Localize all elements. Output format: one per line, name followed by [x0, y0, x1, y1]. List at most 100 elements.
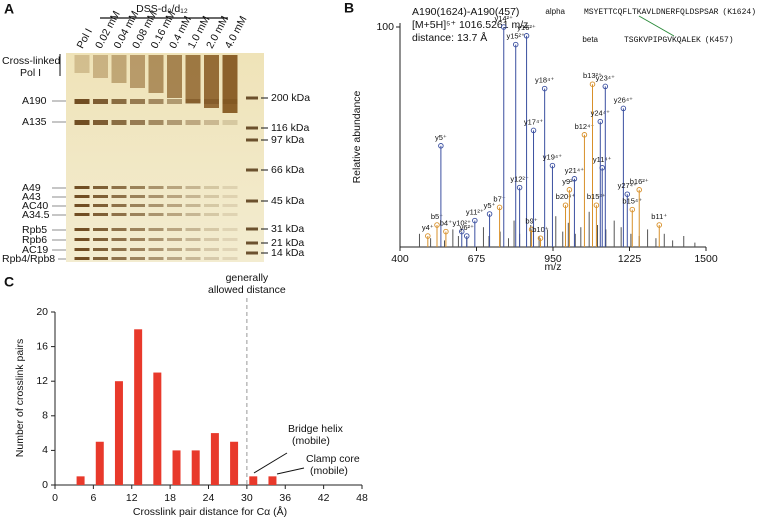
band: [185, 195, 201, 198]
threshold-label: allowed distance: [208, 284, 286, 296]
peak-label: b10⁺: [532, 225, 549, 234]
peak-label: y14²⁺: [494, 14, 513, 23]
y-tick-label: 12: [36, 375, 48, 387]
peak-label: b13²⁺: [583, 71, 602, 80]
peak-label: y18⁴⁺: [535, 76, 554, 85]
band: [167, 248, 182, 251]
annotation: (mobile): [310, 465, 348, 477]
x-tick-label: 30: [241, 492, 253, 504]
x-tick-label: 6: [90, 492, 96, 504]
sequence: TSGKVPIPGVKQALEK: [624, 36, 701, 45]
y-axis-title: Number of crosslink pairs: [14, 339, 26, 457]
peak-marker: [459, 228, 465, 235]
peak-marker: [523, 33, 530, 39]
x-tick-label: 42: [318, 492, 330, 504]
peak-label: b9⁺: [525, 216, 537, 225]
peak-marker: [541, 85, 548, 92]
peak-marker: [549, 162, 556, 169]
panel-letter: C: [4, 274, 14, 290]
x-tick-label: 36: [279, 492, 291, 504]
peak-label: y11²⁺: [466, 208, 484, 217]
bar: [153, 372, 162, 485]
marker-band: [246, 138, 258, 142]
band: [167, 228, 182, 231]
x-tick-label: 0: [52, 492, 58, 504]
band: [93, 238, 108, 241]
band: [111, 99, 127, 104]
smear: [130, 55, 145, 88]
peak-label: b4⁺: [440, 219, 452, 228]
peak-marker: [434, 222, 440, 228]
band: [93, 186, 108, 189]
peak-label: y19⁴⁺: [543, 153, 562, 162]
peak-marker: [530, 127, 537, 134]
peak-marker: [636, 187, 642, 193]
band: [111, 213, 127, 216]
panel-letter: B: [344, 0, 354, 16]
sequence-site: (K457): [705, 36, 734, 45]
band: [74, 204, 90, 207]
marker-band: [246, 199, 258, 203]
band: [167, 238, 182, 241]
bar: [95, 441, 104, 485]
band: [222, 248, 238, 251]
bar: [134, 329, 143, 485]
band: [167, 195, 182, 198]
protein-label: Rpb6: [22, 234, 47, 246]
peak-marker: [599, 165, 605, 171]
peak-marker: [472, 217, 478, 224]
sequence-name: alpha: [545, 7, 565, 16]
x-tick-label: 400: [391, 253, 409, 265]
smear: [222, 55, 238, 113]
band: [130, 238, 145, 241]
peak-marker: [562, 202, 569, 208]
protein-label: A43: [22, 191, 41, 203]
annotation-pointer: [276, 467, 305, 475]
annotation: Bridge helix: [288, 423, 344, 435]
bar: [76, 476, 85, 485]
marker-label: 31 kDa: [271, 223, 304, 235]
smear: [204, 55, 219, 108]
peak-label: y5⁺: [435, 133, 447, 142]
band: [130, 248, 145, 251]
band: [204, 120, 219, 125]
gel-bands: [74, 55, 258, 260]
band: [222, 195, 238, 198]
marker-band: [246, 126, 258, 130]
band: [130, 99, 145, 104]
marker-label: 66 kDa: [271, 164, 304, 176]
protein-label: A190: [22, 95, 47, 107]
band: [111, 186, 127, 189]
peak-marker: [602, 83, 609, 90]
peak-marker: [620, 105, 627, 112]
peak-label: b15²⁺: [587, 192, 606, 201]
peak-label: b16²⁺: [630, 177, 649, 186]
sequence-name: beta: [582, 35, 598, 44]
band: [130, 120, 145, 125]
band: [222, 204, 238, 207]
smear: [148, 55, 164, 93]
marker-label: 21 kDa: [271, 237, 304, 249]
peak-label: y9²⁺: [562, 177, 576, 186]
band: [74, 99, 90, 104]
band: [93, 213, 108, 216]
band: [111, 228, 127, 231]
band: [93, 120, 108, 125]
band: [130, 213, 145, 216]
band: [167, 204, 182, 207]
spectrum-annotation: [638, 15, 675, 37]
band: [185, 213, 201, 216]
peak-label: y24⁴⁺: [591, 109, 610, 118]
peak-label: b12⁴⁺: [575, 122, 595, 131]
band: [222, 99, 238, 104]
peak-label: y27⁴⁺: [618, 181, 637, 190]
band: [204, 248, 219, 251]
band: [148, 99, 164, 104]
y-tick-label: 8: [42, 410, 48, 422]
band: [222, 228, 238, 231]
y-tick-label: 0: [42, 479, 48, 491]
band: [74, 228, 90, 231]
peak-marker: [593, 202, 600, 208]
band: [185, 257, 201, 260]
